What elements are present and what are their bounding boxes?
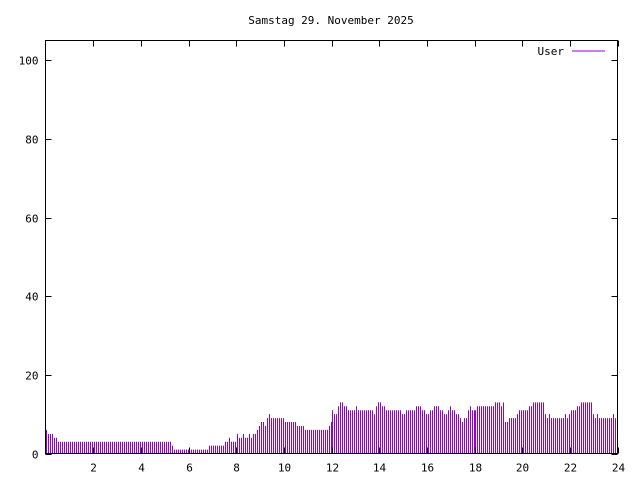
x-tick-label: 4 [138,462,145,475]
y-tick-label: 60 [25,213,38,226]
legend: User [538,45,605,58]
y-tick-label: 0 [32,449,39,462]
chart-title: Samstag 29. November 2025 [248,14,414,27]
plot-frame [45,40,618,454]
x-tick-label: 22 [564,462,577,475]
y-tick-label: 40 [25,291,38,304]
bars-group [46,402,618,454]
x-tick-label: 6 [186,462,193,475]
x-tick-label: 14 [373,462,387,475]
x-tick-label: 18 [469,462,482,475]
y-tick-label: 20 [25,370,38,383]
x-tick-label: 16 [421,462,434,475]
x-tick-label: 20 [516,462,529,475]
x-tick-label: 8 [233,462,240,475]
x-tick-label: 12 [326,462,339,475]
legend-label: User [538,45,565,58]
y-tick-label: 80 [25,134,38,147]
y-tick-label: 100 [19,55,39,68]
x-tick-label: 24 [612,462,626,475]
x-tick-label: 10 [278,462,291,475]
x-tick-label: 2 [90,462,97,475]
